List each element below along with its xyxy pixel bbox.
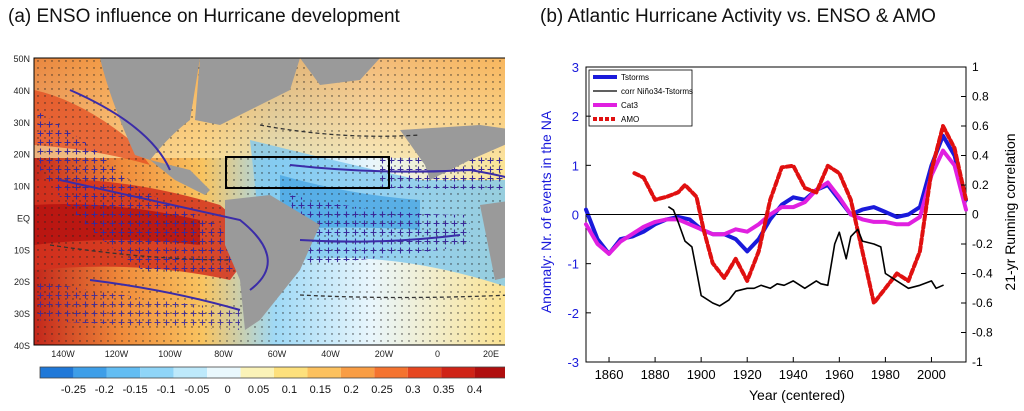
chart-legend: Tstorms corr Niño34-Tstorms Cat3 AMO xyxy=(588,69,693,127)
colorbar-swatch xyxy=(307,367,341,378)
x-axis-label: Year (centered) xyxy=(749,387,845,403)
y-tick-label: -3 xyxy=(567,355,579,370)
lat-label: 30N xyxy=(13,118,30,128)
enso-influence-map: 50N 40N 30N 20N 10N EQ 10S 20S 30S 40S 140W 120W 10… xyxy=(13,54,505,396)
legend-label: Tstorms xyxy=(621,73,649,82)
colorbar-label: -0.05 xyxy=(184,384,209,396)
y-tick-label: 2 xyxy=(572,109,579,124)
lon-label: 20E xyxy=(483,349,499,359)
panel-b-title: (b) Atlantic Hurricane Activity vs. ENSO… xyxy=(540,6,936,27)
y2-tick-label: 0 xyxy=(972,208,979,222)
main-development-region-box xyxy=(225,156,390,189)
lon-label: 0 xyxy=(435,349,440,359)
lon-label: 140W xyxy=(51,349,75,359)
y2-tick-label: 0.6 xyxy=(972,119,989,133)
y2-tick-label: -0.6 xyxy=(972,296,993,310)
lon-label: 20W xyxy=(375,349,394,359)
x-tick-label: 1860 xyxy=(595,367,624,382)
series-line-cat3 xyxy=(584,148,968,256)
lon-label: 120W xyxy=(105,349,129,359)
colorbar-swatch xyxy=(274,367,308,378)
map-field xyxy=(34,58,505,345)
lon-label: 60W xyxy=(268,349,287,359)
colorbar-label: -0.25 xyxy=(61,384,86,396)
y2-tick-label: -0.4 xyxy=(972,267,993,281)
colorbar-label: 0.2 xyxy=(343,384,358,396)
x-tick-label: 1960 xyxy=(825,367,854,382)
y2-axis-label: 21-yr Running correlation xyxy=(1002,133,1018,290)
map-frame xyxy=(33,57,505,346)
lat-label: 50N xyxy=(13,54,30,64)
x-tick-label: 2000 xyxy=(917,367,946,382)
y-tick-label: 1 xyxy=(572,158,579,173)
colorbar-swatch xyxy=(207,367,241,378)
colorbar-label: 0.4 xyxy=(467,384,482,396)
y-tick-label: -1 xyxy=(567,257,579,272)
lat-label: 40S xyxy=(14,341,30,351)
lat-label: 30S xyxy=(14,309,30,319)
y2-tick-label: 1 xyxy=(972,60,979,74)
colorbar-swatch xyxy=(374,367,408,378)
y2-tick-label: -0.8 xyxy=(972,326,993,340)
legend-label: corr Niño34-Tstorms xyxy=(621,87,693,96)
lat-label: 40N xyxy=(13,86,30,96)
panel-a-title: (a) ENSO influence on Hurricane developm… xyxy=(8,6,400,27)
colorbar-label: -0.1 xyxy=(157,384,176,396)
plot-frame xyxy=(585,66,967,363)
colorbar-label: -0.2 xyxy=(95,384,114,396)
colorbar-label: 0.05 xyxy=(248,384,269,396)
colorbar-label: -0.15 xyxy=(123,384,148,396)
colorbar-swatch xyxy=(240,367,274,378)
lon-label: 100W xyxy=(158,349,182,359)
colorbar-label: 0.3 xyxy=(405,384,420,396)
y2-tick-label: -1 xyxy=(972,355,983,369)
x-tick-label: 1880 xyxy=(641,367,670,382)
colorbar-swatch xyxy=(340,367,375,378)
colorbar-swatch xyxy=(140,367,174,378)
y2-tick-label: 0.2 xyxy=(972,178,989,192)
y-tick-label: -2 xyxy=(567,306,579,321)
colorbar-swatch xyxy=(73,367,107,378)
y2-tick-label: 0.8 xyxy=(972,90,989,104)
lat-label: EQ xyxy=(17,213,30,223)
y-tick-label: 0 xyxy=(572,208,579,223)
colorbar-swatch xyxy=(474,367,505,378)
colorbar-label: 0.15 xyxy=(310,384,331,396)
lon-label: 80W xyxy=(214,349,233,359)
x-tick-label: 1940 xyxy=(779,367,808,382)
y-tick-label: 3 xyxy=(572,60,579,75)
y-axis-label: Anomaly: Nr. of events in the NA xyxy=(538,110,554,313)
legend-label: Cat3 xyxy=(621,101,638,110)
colorbar: -0.25 -0.2 -0.15 -0.1 -0.05 0 0.05 0.1 0.15 0.2 0.… xyxy=(39,366,505,396)
series-line-tstorms xyxy=(584,133,968,256)
colorbar-swatch xyxy=(40,367,74,378)
lat-label: 20S xyxy=(14,277,30,287)
latitude-labels: 50N 40N 30N 20N 10N EQ 10S 20S 30S 40S xyxy=(13,54,30,351)
colorbar-swatch xyxy=(106,367,141,378)
colorbar-label: 0.35 xyxy=(433,384,454,396)
legend-box xyxy=(588,69,693,127)
series-line-corr-ni-o34-tstorms xyxy=(668,206,944,307)
lat-label: 10N xyxy=(13,182,30,192)
lat-label: 10S xyxy=(14,245,30,255)
colorbar-label: 0 xyxy=(225,384,231,396)
x-tick-label: 1920 xyxy=(733,367,762,382)
colorbar-swatch xyxy=(441,367,475,378)
y2-tick-label: 0.4 xyxy=(972,149,989,163)
colorbar-swatch xyxy=(173,367,208,378)
lon-label: 40W xyxy=(321,349,340,359)
y2-tick-label: -0.2 xyxy=(972,237,993,251)
lat-label: 20N xyxy=(13,150,30,160)
x-tick-label: 1980 xyxy=(871,367,900,382)
x-tick-label: 1900 xyxy=(687,367,716,382)
colorbar-label: 0.25 xyxy=(371,384,392,396)
legend-label: AMO xyxy=(621,115,639,124)
series-line-amo xyxy=(632,124,968,305)
colorbar-swatch xyxy=(407,367,442,378)
colorbar-label: 0.1 xyxy=(282,384,297,396)
longitude-labels: 140W 120W 100W 80W 60W 40W 20W 0 20E xyxy=(51,349,499,359)
